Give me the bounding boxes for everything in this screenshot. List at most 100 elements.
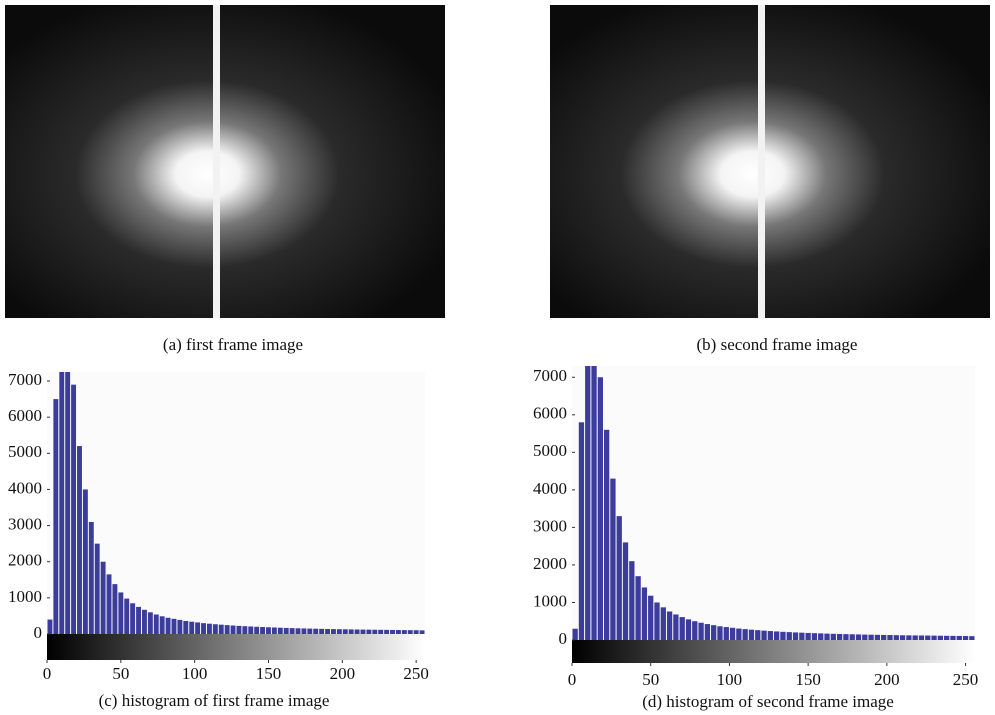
bar (742, 629, 748, 640)
bar (711, 625, 717, 640)
y-tick-label: 2000 (533, 554, 567, 573)
bar (277, 627, 283, 634)
bar (124, 598, 130, 634)
bar (378, 629, 384, 634)
colorbar (572, 640, 975, 663)
bar (59, 372, 65, 634)
bar (82, 489, 88, 634)
bar (925, 635, 931, 640)
x-tick-label: 100 (182, 664, 208, 683)
bar (698, 622, 704, 640)
bar (384, 629, 390, 634)
bar (183, 620, 189, 634)
x-tick-label: 0 (568, 670, 577, 689)
y-tick-label: 6000 (533, 404, 567, 423)
y-tick-label: 1000 (8, 587, 42, 606)
bar (603, 429, 610, 640)
colorbar (47, 634, 425, 660)
caption: (c) histogram of first frame image (99, 691, 330, 710)
bar (969, 636, 975, 640)
x-tick-label: 250 (953, 670, 979, 689)
bar (407, 630, 413, 634)
bar (260, 627, 266, 634)
bar (100, 561, 106, 634)
y-tick-label: 2000 (8, 551, 42, 570)
x-tick-label: 50 (112, 664, 129, 683)
bar (206, 623, 212, 634)
bar (591, 366, 597, 640)
x-tick-label: 250 (403, 664, 429, 683)
bar (313, 628, 319, 634)
bar (673, 614, 679, 640)
y-tick-label: 3000 (533, 516, 567, 535)
x-tick-label: 200 (874, 670, 900, 689)
bar (283, 627, 289, 634)
bar (94, 543, 100, 634)
bar (224, 625, 230, 634)
bar (786, 632, 792, 640)
bar (648, 595, 654, 640)
bar (142, 609, 147, 634)
bar (177, 619, 183, 634)
y-tick-label: 7000 (533, 366, 567, 385)
bar (271, 627, 277, 634)
bar (360, 629, 366, 634)
bar (118, 592, 124, 634)
bar (366, 629, 372, 634)
y-tick-label: 3000 (8, 514, 42, 533)
bar (679, 617, 685, 640)
bars (47, 372, 425, 634)
bar (266, 627, 271, 634)
bar (761, 630, 767, 640)
y-tick-label: 1000 (533, 591, 567, 610)
bar (236, 625, 242, 634)
bar (147, 612, 153, 634)
bar (413, 630, 419, 634)
bar (956, 635, 962, 640)
image-a (5, 5, 445, 318)
bar (597, 377, 603, 640)
bar (641, 587, 648, 640)
bar (811, 633, 818, 640)
bar (912, 635, 918, 640)
bar (660, 607, 666, 640)
bar (723, 627, 729, 640)
y-tick-label: 6000 (8, 406, 42, 425)
bar (331, 629, 336, 634)
bar (77, 446, 82, 634)
bar (53, 399, 59, 634)
bar (629, 561, 635, 640)
bar (201, 623, 206, 634)
bar (307, 628, 313, 634)
bar (218, 624, 224, 634)
y-tick-label: 5000 (8, 442, 42, 461)
bar (830, 633, 836, 640)
bar (666, 611, 673, 640)
bar (159, 616, 165, 634)
bar (918, 635, 925, 640)
bar (887, 635, 893, 640)
bar (195, 622, 201, 634)
x-tick-label: 200 (330, 664, 356, 683)
bar (301, 628, 307, 634)
bar (354, 629, 360, 634)
image-b (550, 5, 990, 318)
y-tick-label: 7000 (8, 370, 42, 389)
bar (136, 606, 141, 634)
bar (805, 632, 811, 640)
bar (906, 635, 912, 640)
bar (755, 630, 761, 640)
bar (824, 633, 830, 640)
bar (799, 632, 805, 640)
bar (130, 603, 136, 634)
bar (212, 624, 218, 634)
bar (944, 635, 950, 640)
bar (348, 629, 354, 634)
x-tick-label: 0 (43, 664, 52, 683)
bar (610, 478, 616, 640)
bar (962, 636, 969, 640)
caption: (b) second frame image (697, 335, 858, 354)
bar (736, 628, 742, 640)
bar (289, 628, 295, 634)
